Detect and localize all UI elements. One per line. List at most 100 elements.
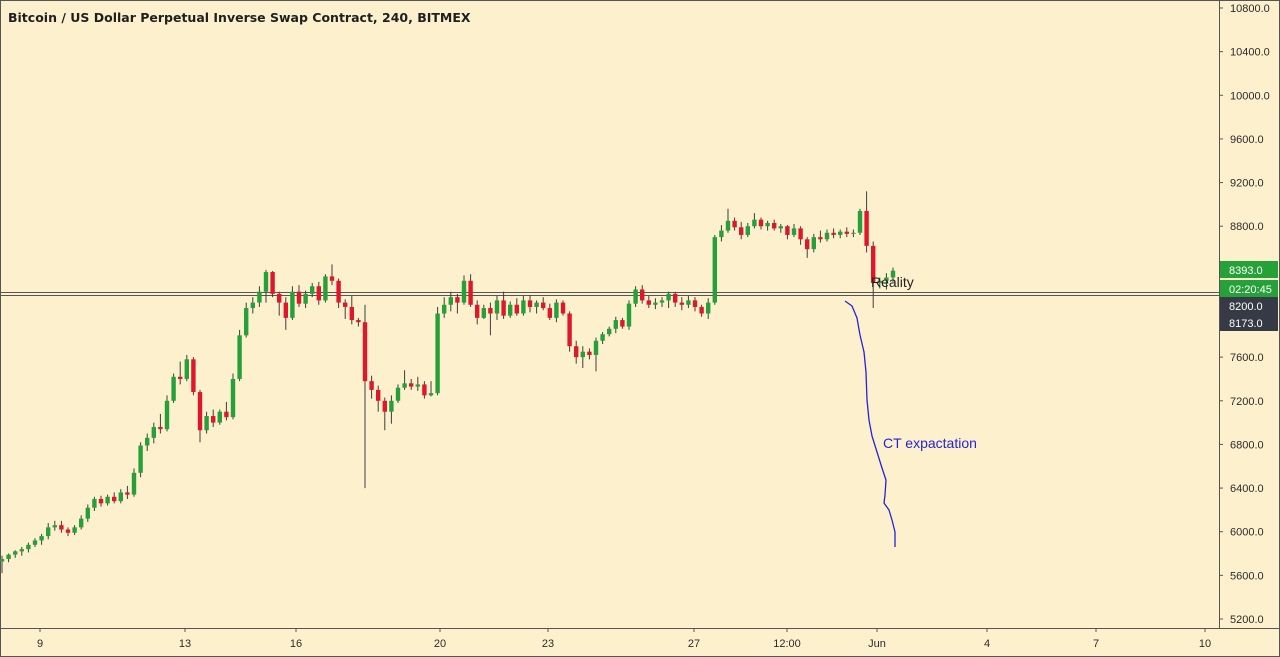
price-tick-label: 7600.0: [1230, 352, 1264, 364]
candle: [65, 527, 71, 537]
candle: [890, 267, 896, 282]
candle: [13, 550, 18, 558]
candle: [257, 286, 262, 307]
candle: [26, 542, 31, 553]
candle-body-down: [864, 210, 869, 246]
candle: [349, 296, 354, 325]
time-tick-label: 16: [290, 638, 302, 650]
candle: [851, 229, 856, 238]
candle-body-down: [158, 426, 163, 430]
candle-body-down: [699, 306, 704, 314]
candle-body-down: [409, 383, 414, 387]
candle: [699, 304, 704, 317]
candle-body-down: [362, 322, 368, 382]
candle: [171, 373, 176, 403]
candle: [745, 222, 750, 238]
candle: [884, 273, 889, 290]
candle: [369, 375, 374, 399]
candle: [52, 520, 57, 531]
candle: [382, 397, 387, 431]
candle-body-up: [0, 558, 5, 562]
time-tick-label: 4: [984, 638, 990, 650]
candle-body-down: [468, 280, 473, 305]
candle-body-down: [356, 320, 361, 323]
candle: [758, 217, 764, 230]
ct-expectation-label: CT expactation: [883, 435, 977, 451]
candle-body-down: [112, 496, 117, 502]
candle-body-up: [19, 549, 24, 552]
candle: [877, 277, 882, 289]
candle-body-down: [541, 302, 546, 309]
candle: [838, 229, 843, 239]
candle-body-up: [613, 320, 618, 329]
candle: [666, 291, 671, 309]
candle-body-down: [646, 300, 651, 305]
candle-body-up: [580, 351, 585, 358]
candle-body-up: [666, 293, 671, 301]
candle: [125, 485, 130, 499]
candle: [706, 298, 711, 319]
candle-body-down: [587, 351, 592, 355]
candle: [791, 224, 797, 238]
candle: [871, 241, 876, 309]
candle-body-down: [98, 498, 104, 504]
ct-expectation-path[interactable]: [844, 300, 896, 547]
candle: [732, 217, 737, 231]
candle: [811, 233, 816, 253]
candle-body-down: [283, 302, 288, 318]
candle-body-down: [178, 376, 183, 379]
candle-body-down: [475, 304, 480, 318]
candle: [534, 300, 539, 314]
candle-body-up: [448, 297, 453, 305]
candle-body-up: [442, 304, 447, 314]
candle: [244, 302, 249, 338]
candle-body-up: [719, 230, 724, 238]
candle-body-down: [488, 308, 493, 314]
candle: [448, 291, 453, 312]
candle-body-up: [745, 226, 750, 235]
candle: [296, 285, 302, 307]
candle-body-down: [772, 222, 777, 229]
candle: [772, 219, 777, 231]
candle: [204, 411, 209, 434]
candle-body-up: [752, 219, 757, 227]
candle: [521, 296, 526, 316]
candle: [527, 294, 533, 313]
candle: [310, 282, 315, 298]
candle: [488, 302, 493, 336]
candle: [508, 301, 513, 318]
drawings[interactable]: Reality CT expactation: [844, 274, 977, 547]
candle: [805, 237, 810, 258]
candle: [0, 555, 5, 574]
candle-body-down: [673, 293, 678, 303]
candle-body-up: [13, 551, 18, 555]
candle: [442, 297, 447, 318]
candle: [184, 354, 189, 382]
candle: [659, 297, 665, 307]
candle-body-down: [831, 232, 836, 235]
candle: [613, 316, 618, 334]
candle-body-up: [72, 527, 77, 533]
candle-body-up: [884, 277, 889, 281]
candle-body-down: [369, 381, 374, 390]
candle: [547, 303, 552, 321]
horizontal-levels[interactable]: [0, 292, 1219, 296]
candle: [580, 346, 585, 369]
candle-body-up: [633, 289, 638, 304]
candle: [593, 337, 599, 372]
candle: [494, 296, 500, 321]
price-tick-label: 10000.0: [1230, 90, 1270, 102]
candle: [752, 213, 757, 229]
candle: [574, 340, 579, 364]
candle-body-up: [6, 554, 11, 559]
candle: [455, 293, 460, 314]
candle: [428, 381, 434, 397]
candle-body-up: [607, 328, 612, 335]
candle: [323, 274, 328, 303]
candle-body-up: [151, 426, 156, 438]
price-badge-box: [1220, 280, 1278, 297]
